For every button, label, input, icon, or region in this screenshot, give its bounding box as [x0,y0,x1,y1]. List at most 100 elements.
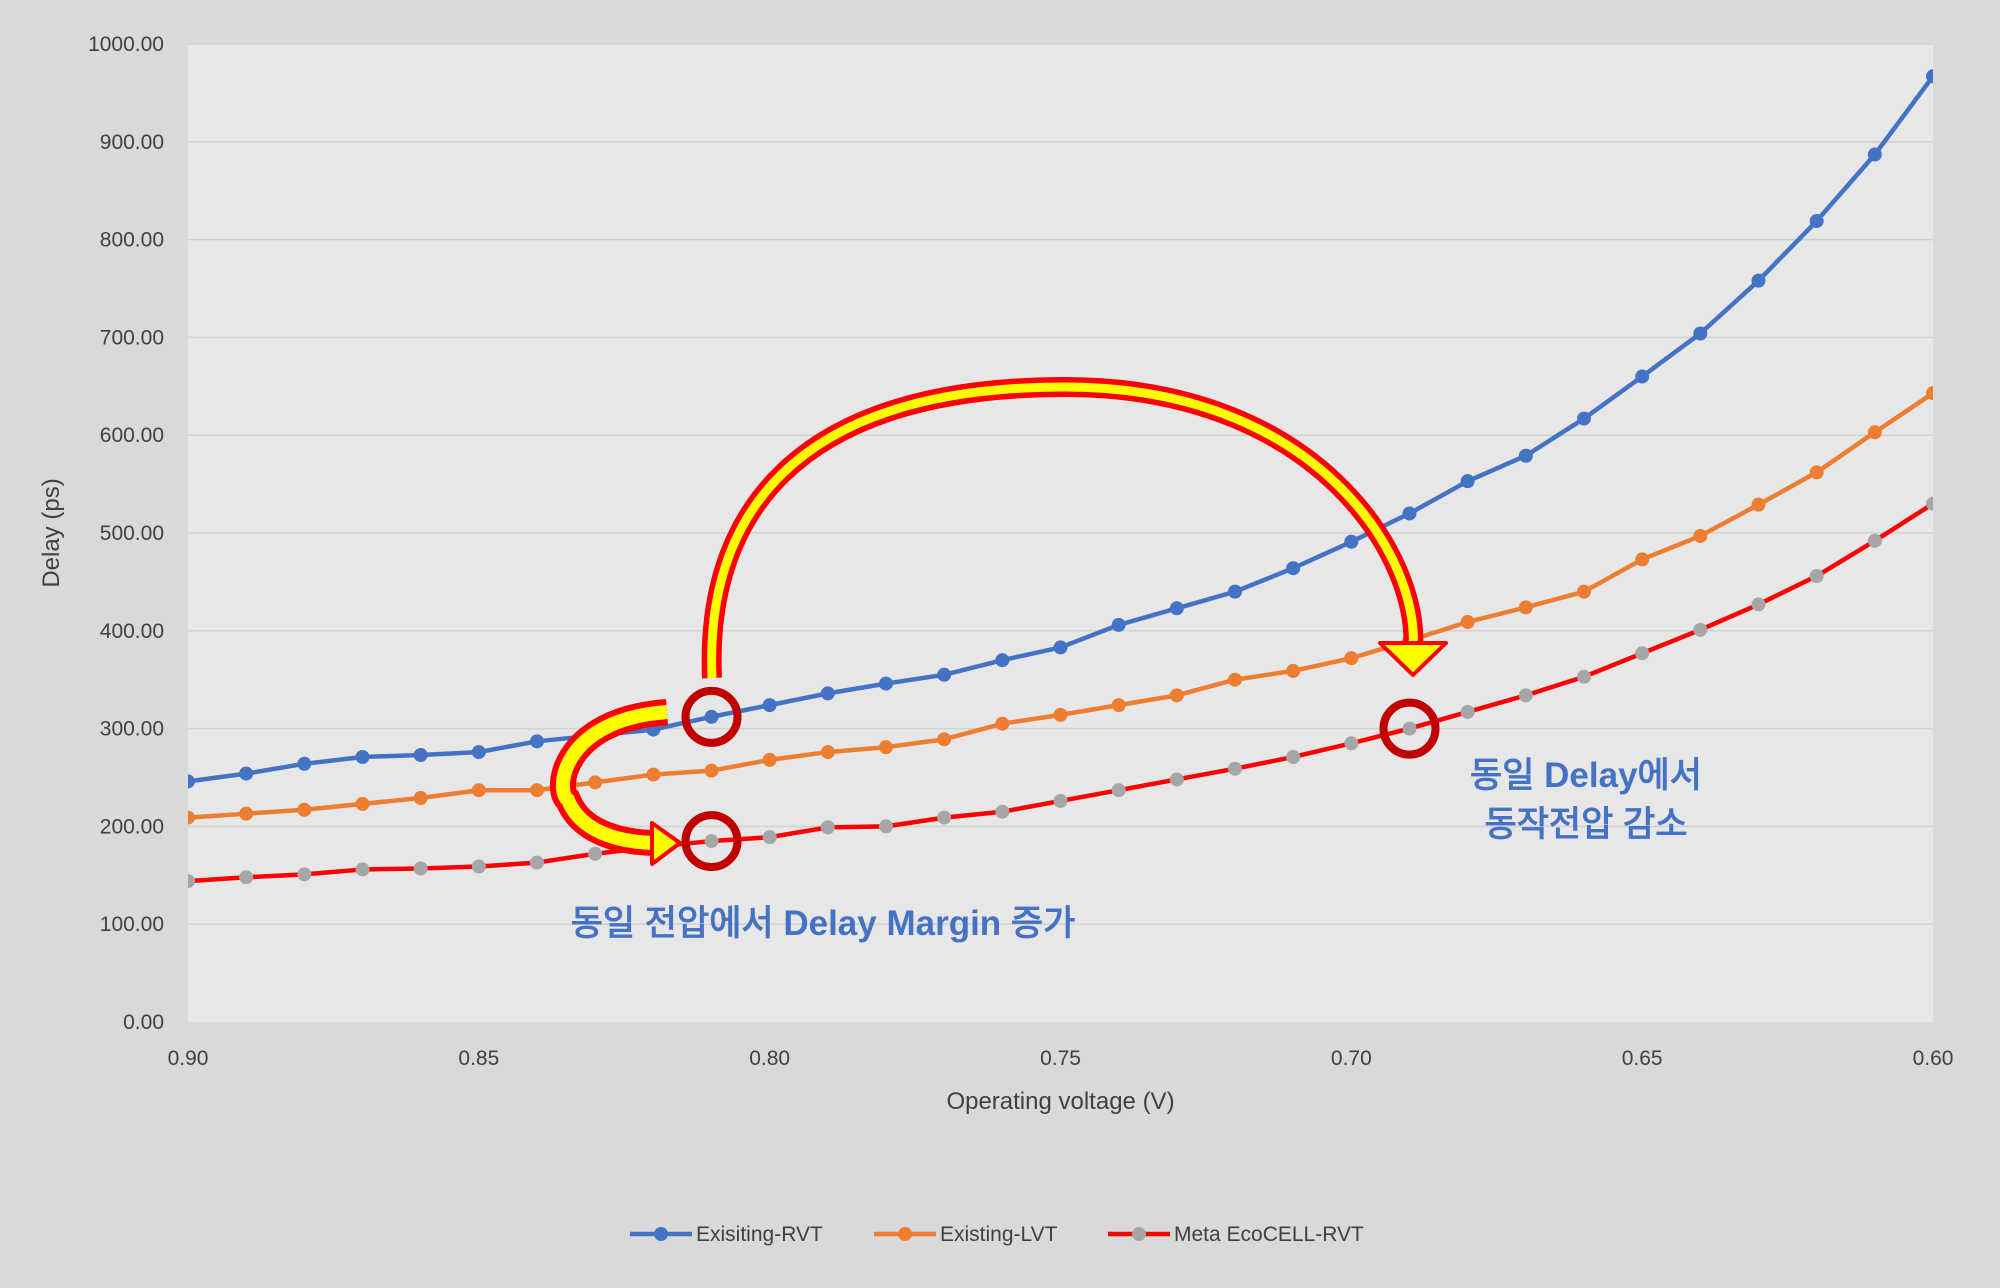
annotation-delay-margin: 동일 전압에서 Delay Margin 증가 [571,904,1076,943]
data-point [1053,707,1068,722]
data-point [413,861,428,876]
data-point [1344,736,1359,751]
x-tick-label: 0.75 [1040,1047,1081,1070]
y-tick-label: 900.00 [100,131,164,154]
data-point [355,796,370,811]
data-point [1518,448,1533,463]
legend-label: Meta EcoCELL-RVT [1174,1223,1364,1246]
data-point [1693,326,1708,341]
data-point [1635,369,1650,384]
legend-item-1: Existing-LVT [874,1223,1058,1246]
data-point [188,810,195,825]
data-point [1926,69,1933,84]
legend-item-2: Meta EcoCELL-RVT [1108,1223,1364,1246]
data-point [820,745,835,760]
y-tick-label: 1000.00 [88,33,164,56]
data-point [704,709,719,724]
data-point [762,752,777,767]
y-tick-label: 600.00 [100,424,164,447]
data-point [704,763,719,778]
data-point [1402,506,1417,521]
data-point [1111,617,1126,632]
data-point [937,732,952,747]
data-point [239,766,254,781]
arrow-head [1378,641,1448,677]
data-point [188,874,195,889]
x-tick-label: 0.70 [1331,1047,1372,1070]
data-point [413,748,428,763]
data-point [1518,688,1533,703]
data-point [1809,569,1824,584]
x-tick-label: 0.80 [749,1047,790,1070]
legend-swatch-marker [1132,1227,1146,1241]
data-point [1169,601,1184,616]
highlight-ring [681,811,742,872]
data-point [530,855,544,870]
data-point [413,791,428,806]
data-point [188,774,195,789]
data-point [762,830,777,845]
data-point [471,783,486,798]
x-tick-label: 0.90 [168,1047,209,1070]
data-point [1809,214,1824,229]
data-point [1344,534,1359,549]
data-point [588,775,603,790]
data-point [1693,622,1708,637]
data-point [762,698,777,713]
data-point [1460,474,1475,489]
data-point [1053,793,1068,808]
data-point [1286,663,1301,678]
data-point [1402,721,1417,736]
data-point [1751,497,1766,512]
data-point [820,820,835,835]
y-tick-label: 500.00 [100,522,164,545]
data-point [937,810,952,825]
legend-swatch-marker [654,1227,668,1241]
large-curved-arrow [701,376,1448,679]
data-point [297,756,312,771]
x-tick-label: 0.60 [1913,1047,1954,1070]
small-curved-arrow [549,699,682,866]
y-tick-label: 200.00 [100,815,164,838]
data-point [1926,386,1933,401]
data-point [1809,465,1824,480]
data-point [530,734,544,749]
data-point [1577,669,1591,684]
data-point [355,862,370,877]
x-tick-label: 0.65 [1622,1047,1663,1070]
data-point [471,745,486,760]
y-tick-label: 300.00 [100,718,164,741]
legend-swatch-marker [898,1227,912,1241]
data-point [879,740,893,755]
y-tick-label: 0.00 [123,1011,164,1034]
y-tick-label: 400.00 [100,620,164,643]
data-point [879,676,893,691]
x-axis-title: Operating voltage (V) [946,1088,1174,1115]
data-point [1751,273,1766,288]
data-point [530,783,544,798]
y-tick-label: 800.00 [100,229,164,252]
data-point [1344,651,1359,666]
data-point [820,686,835,701]
arrow-shaft-fill [555,705,668,850]
data-point [646,767,661,782]
legend-label: Existing-LVT [940,1223,1058,1246]
series-0 [188,69,1933,789]
data-point [1635,552,1650,567]
y-axis-title: Delay (ps) [38,478,65,587]
data-point [995,716,1010,731]
data-point [1228,672,1242,687]
data-point [1169,772,1184,787]
data-point [471,859,486,874]
data-point [704,834,719,849]
arrow-head [650,821,682,866]
data-point [1577,411,1591,426]
highlight-ring [681,686,742,747]
data-point [879,819,893,834]
data-point [1111,783,1126,798]
data-point [995,653,1010,668]
data-point [1518,600,1533,615]
data-point [1751,597,1766,612]
x-tick-label: 0.85 [458,1047,499,1070]
